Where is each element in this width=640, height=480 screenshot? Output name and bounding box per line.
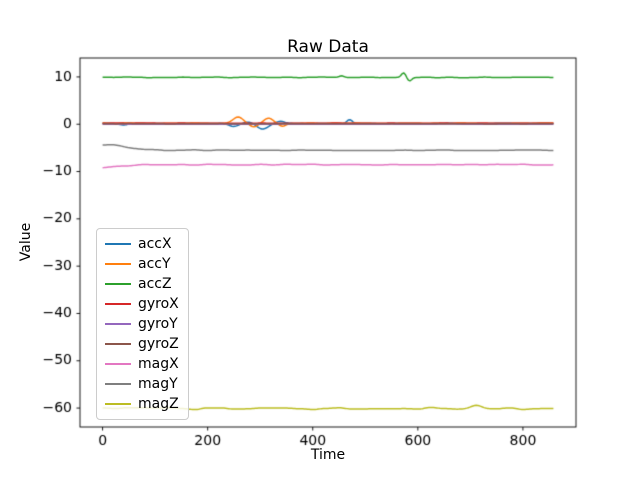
legend-line-swatch-accX <box>105 243 131 245</box>
legend-label-gyroY: gyroY <box>138 316 178 332</box>
legend-item-gyroX: gyroX <box>105 294 179 314</box>
legend-item-accY: accY <box>105 254 179 274</box>
legend-item-gyroZ: gyroZ <box>105 334 179 354</box>
legend-label-magZ: magZ <box>138 396 179 412</box>
legend-line-swatch-magZ <box>105 403 131 405</box>
legend-label-magY: magY <box>138 376 178 392</box>
legend-item-magZ: magZ <box>105 394 179 414</box>
legend-item-accX: accX <box>105 234 179 254</box>
y-axis-label: Value <box>18 222 34 262</box>
legend-item-magX: magX <box>105 354 179 374</box>
legend-item-gyroY: gyroY <box>105 314 179 334</box>
legend-label-accZ: accZ <box>138 276 172 292</box>
legend-label-accX: accX <box>138 236 172 252</box>
legend-line-swatch-accZ <box>105 283 131 285</box>
legend-label-accY: accY <box>138 256 171 272</box>
legend-line-swatch-gyroX <box>105 303 131 305</box>
chart-title: Raw Data <box>287 37 369 57</box>
legend-label-gyroZ: gyroZ <box>138 336 179 352</box>
legend-line-swatch-magX <box>105 363 131 365</box>
legend-item-magY: magY <box>105 374 179 394</box>
x-axis-label: Time <box>310 447 346 463</box>
legend-line-swatch-gyroZ <box>105 343 131 345</box>
legend-line-swatch-magY <box>105 383 131 385</box>
legend-label-magX: magX <box>138 356 179 372</box>
legend: accX accY accZ gyroX gyroY gyroZ magX magY magZ <box>96 228 189 420</box>
legend-item-accZ: accZ <box>105 274 179 294</box>
legend-line-swatch-gyroY <box>105 323 131 325</box>
legend-line-swatch-accY <box>105 263 131 265</box>
legend-label-gyroX: gyroX <box>138 296 179 312</box>
